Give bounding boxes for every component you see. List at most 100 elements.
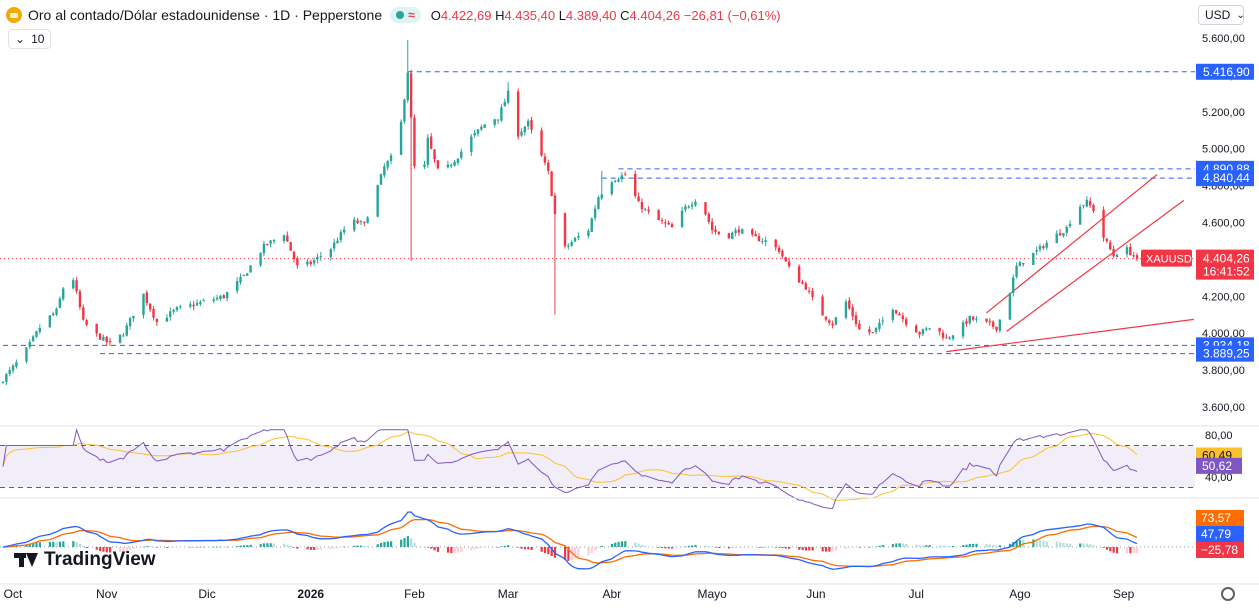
candle-body <box>1058 233 1062 236</box>
candle-body <box>590 218 593 232</box>
candle-body <box>824 316 828 320</box>
candle-body <box>634 173 637 196</box>
candle-body <box>453 161 456 166</box>
macd-histogram-bar <box>266 543 269 547</box>
candle-body <box>1055 233 1058 244</box>
candle-body <box>483 124 486 128</box>
candle-body <box>269 240 272 244</box>
gold-coin-icon <box>6 7 22 23</box>
candle-body <box>82 307 85 320</box>
candle-body <box>543 156 547 163</box>
macd-histogram-bar <box>38 542 41 547</box>
macd-histogram-bar <box>199 546 202 548</box>
candle-body <box>282 235 286 242</box>
candle-body <box>971 316 975 320</box>
macd-histogram-bar <box>831 547 834 552</box>
macd-histogram-bar <box>1069 543 1072 547</box>
open-value: 4.422,69 <box>440 7 492 23</box>
macd-histogram-bar <box>343 546 346 548</box>
candle-body <box>1032 252 1035 265</box>
macd-histogram-bar <box>406 536 409 547</box>
candle-body <box>553 195 557 215</box>
macd-histogram-bar <box>289 545 292 547</box>
macd-histogram-bar <box>597 547 600 548</box>
candle-body <box>727 233 731 239</box>
candle-body <box>235 280 239 291</box>
macd-histogram-bar <box>590 547 593 554</box>
macd-histogram-bar <box>1015 540 1018 547</box>
macd-histogram-bar <box>875 546 878 548</box>
candle-body <box>1132 255 1135 257</box>
macd-histogram-bar <box>925 545 928 547</box>
macd-histogram-bar <box>196 546 199 548</box>
macd-histogram-bar <box>962 545 965 547</box>
macd-histogram-bar <box>640 544 644 547</box>
candle-body <box>704 202 707 215</box>
candle-body <box>148 303 152 310</box>
candle-body <box>717 231 721 235</box>
candle-body <box>613 180 617 182</box>
tradingview-logo[interactable]: TradingView <box>14 549 156 571</box>
macd-histogram-bar <box>219 546 222 548</box>
macd-histogram-bar <box>109 547 112 553</box>
candle-body <box>563 213 567 247</box>
candle-body <box>1022 263 1025 265</box>
macd-histogram-bar <box>620 541 624 547</box>
macd-histogram-bar <box>972 543 975 547</box>
macd-histogram-bar <box>1132 547 1135 554</box>
macd-histogram-bar <box>547 547 550 555</box>
currency-selector[interactable]: USD ⌄ <box>1198 5 1245 25</box>
macd-histogram-bar <box>165 547 169 548</box>
macd-histogram-bar <box>52 541 55 547</box>
macd-value-badge <box>1196 526 1244 542</box>
macd-histogram-bar <box>286 544 289 547</box>
candle-body <box>460 151 463 158</box>
market-status-pill[interactable]: ≈ <box>390 7 421 23</box>
candle-body <box>212 299 215 302</box>
macd-histogram-bar <box>216 546 219 548</box>
candle-body <box>570 242 573 246</box>
candle-body <box>577 236 580 238</box>
level-price-label: 3.889,25 <box>1203 347 1250 361</box>
indicators-toggle[interactable]: ⌄ 10 <box>8 29 52 49</box>
macd-histogram-bar <box>774 547 777 548</box>
price-axis-tick-label: 5.600,00 <box>1202 33 1245 45</box>
candle-body <box>1102 209 1105 238</box>
candle-body <box>128 318 132 327</box>
candle-body <box>1015 265 1018 277</box>
macd-histogram-bar <box>259 544 262 547</box>
rsi-axis-tick-label: 40,00 <box>1205 472 1233 484</box>
macd-histogram-bar <box>824 547 828 552</box>
level-price-badge <box>1196 170 1254 187</box>
macd-histogram-bar <box>523 547 527 550</box>
candle-body <box>731 232 734 239</box>
candle-body <box>667 222 670 225</box>
macd-histogram-bar <box>1008 543 1012 547</box>
macd-histogram-bar <box>1042 540 1045 547</box>
macd-histogram-bar <box>1059 542 1062 547</box>
candle-body <box>353 219 356 231</box>
candle-body <box>51 313 55 316</box>
candle-body <box>132 315 135 319</box>
settings-gear-icon[interactable] <box>1221 587 1235 601</box>
indicators-count: 10 <box>31 32 45 46</box>
wave-icon: ≈ <box>408 8 415 22</box>
macd-histogram-bar <box>821 547 824 552</box>
candle-body <box>587 230 590 236</box>
candle-body <box>409 73 413 118</box>
candle-body <box>690 204 694 207</box>
time-axis-label: Mayo <box>697 587 727 601</box>
macd-histogram-bar <box>804 547 808 551</box>
symbol-header[interactable]: Oro al contado/Dólar estadounidense · 1D… <box>6 5 781 25</box>
macd-histogram-bar <box>1112 547 1115 553</box>
symbol-title[interactable]: Oro al contado/Dólar estadounidense · 1D… <box>28 7 383 23</box>
candle-body <box>811 290 814 297</box>
macd-histogram-bar <box>530 547 533 550</box>
macd-histogram-bar <box>105 547 108 553</box>
macd-histogram-bar <box>175 547 179 548</box>
price-axis-tick-label: 4.600,00 <box>1202 218 1245 230</box>
macd-value-label: −25,78 <box>1201 543 1238 557</box>
macd-histogram-bar <box>99 547 102 552</box>
